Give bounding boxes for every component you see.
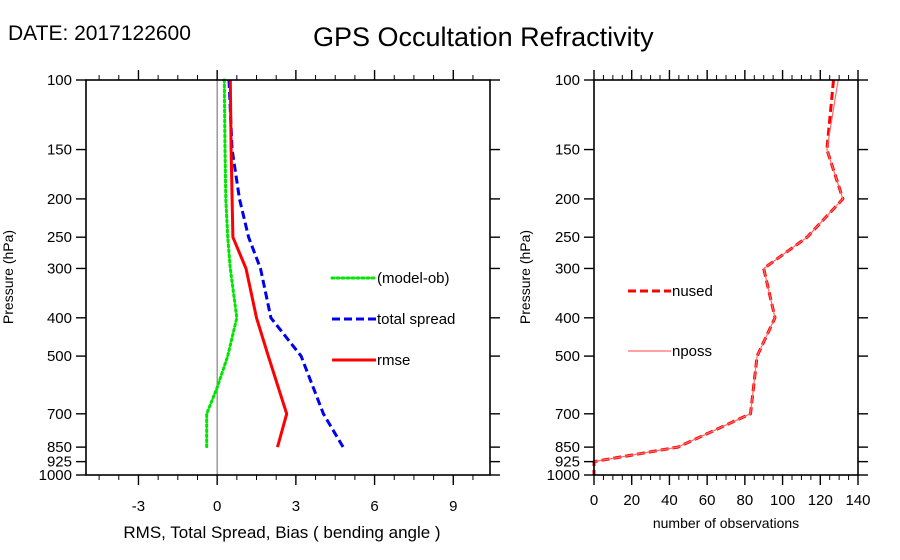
right-x-tick-label: 0 bbox=[590, 492, 598, 509]
left-series-modelob bbox=[205, 78, 239, 449]
right-y-tick-label: 850 bbox=[555, 439, 580, 456]
left-x-axis-title: RMS, Total Spread, Bias ( bending angle … bbox=[123, 523, 440, 542]
left-y-tick-label: 250 bbox=[47, 229, 72, 246]
left-y-tick-label: 700 bbox=[47, 406, 72, 423]
right-x-tick-label: 120 bbox=[808, 492, 833, 509]
left-x-tick-label: 3 bbox=[292, 498, 300, 515]
left-y-tick-label: 300 bbox=[47, 260, 72, 277]
right-y-tick-label: 925 bbox=[555, 454, 580, 471]
left-y-tick-label: 200 bbox=[47, 191, 72, 208]
right-y-axis-title: Pressure (hPa) bbox=[517, 230, 533, 324]
right-y-tick-label: 250 bbox=[555, 229, 580, 246]
right-plot-frame bbox=[593, 79, 859, 476]
left-y-tick-label: 925 bbox=[47, 454, 72, 471]
left-legend-label: rmse bbox=[377, 352, 410, 369]
left-x-tick-label: 0 bbox=[213, 498, 221, 515]
left-y-tick-label: 100 bbox=[47, 72, 72, 89]
right-legend-label: nposs bbox=[672, 343, 712, 360]
right-x-tick-label: 80 bbox=[737, 492, 754, 509]
right-legend: nused nposs bbox=[628, 283, 713, 360]
left-legend: (model-ob) total spread rmse bbox=[330, 270, 455, 369]
right-y-tick-label: 150 bbox=[555, 142, 580, 159]
right-y-tick-label: 200 bbox=[555, 191, 580, 208]
right-x-tick-label: 40 bbox=[661, 492, 678, 509]
right-y-tick-label: 400 bbox=[555, 310, 580, 327]
right-x-tick-label: 20 bbox=[623, 492, 640, 509]
right-series-group bbox=[592, 79, 845, 475]
left-y-tick-label: 500 bbox=[47, 348, 72, 365]
left-y-tick-label: 400 bbox=[47, 310, 72, 327]
right-y-tick-label: 500 bbox=[555, 348, 580, 365]
date-label: DATE: 2017122600 bbox=[8, 22, 191, 45]
right-y-tick-label: 1000 bbox=[547, 467, 580, 484]
right-x-tick-label: 100 bbox=[770, 492, 795, 509]
chart-title: GPS Occultation Refractivity bbox=[313, 22, 654, 52]
right-x-tick-label: 140 bbox=[845, 492, 870, 509]
right-y-tick-label: 300 bbox=[555, 260, 580, 277]
right-y-tick-label: 100 bbox=[555, 72, 580, 89]
right-x-axis-title: number of observations bbox=[653, 515, 799, 531]
left-y-tick-label: 150 bbox=[47, 142, 72, 159]
right-legend-label: nused bbox=[672, 283, 713, 300]
left-x-tick-label: 9 bbox=[449, 498, 457, 515]
left-y-axis-title: Pressure (hPa) bbox=[0, 230, 16, 324]
left-y-tick-label: 850 bbox=[47, 439, 72, 456]
left-x-tick-label: 6 bbox=[370, 498, 378, 515]
right-y-tick-label: 700 bbox=[555, 406, 580, 423]
left-x-tick-label: -3 bbox=[132, 498, 145, 515]
left-series-rmse bbox=[228, 79, 289, 448]
right-series-nposs bbox=[593, 79, 844, 475]
left-legend-label: (model-ob) bbox=[377, 270, 450, 287]
left-legend-label: total spread bbox=[377, 311, 455, 328]
left-series-totalspread bbox=[227, 79, 345, 448]
left-y-tick-label: 1000 bbox=[39, 467, 72, 484]
right-series-nused bbox=[592, 79, 845, 475]
left-series-group bbox=[205, 78, 345, 475]
right-x-tick-label: 60 bbox=[699, 492, 716, 509]
left-plot-frame bbox=[85, 79, 491, 476]
